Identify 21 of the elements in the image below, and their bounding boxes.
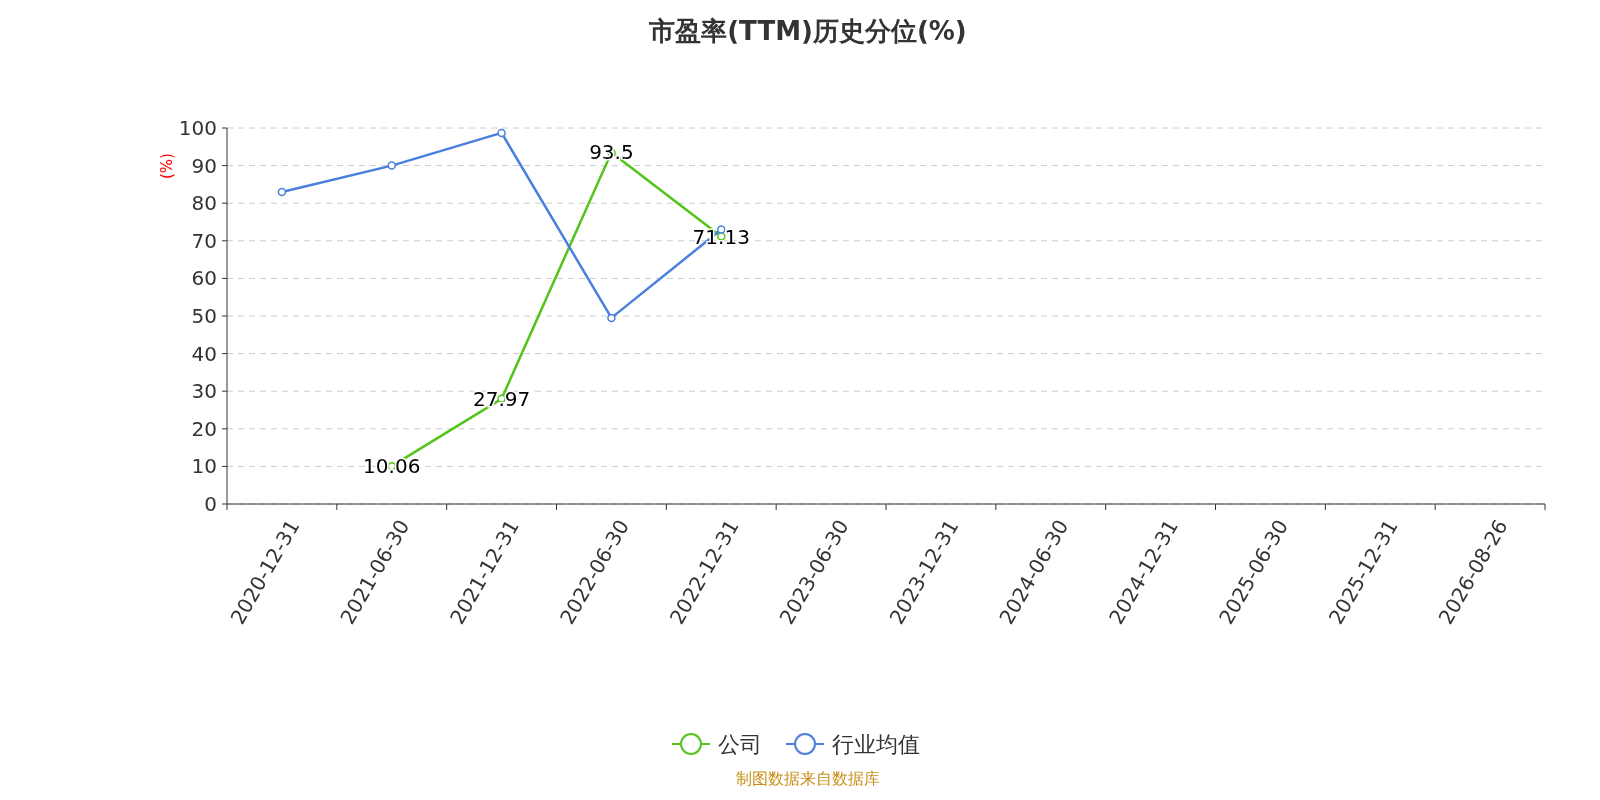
y-tick-label: 10 bbox=[191, 454, 217, 479]
point bbox=[387, 161, 396, 170]
y-tick-label: 20 bbox=[191, 416, 217, 441]
data-label: 10.06 bbox=[363, 454, 421, 479]
legend-label: 公司 bbox=[718, 731, 762, 757]
y-tick-label: 50 bbox=[191, 304, 217, 328]
y-tick-label: 40 bbox=[191, 341, 217, 366]
y-tick-label: 0 bbox=[204, 492, 217, 516]
text: 制图数据来自数据库 bbox=[736, 769, 880, 788]
y-axis-title: (%) bbox=[158, 153, 176, 179]
y-tick-label: 80 bbox=[191, 191, 217, 216]
chart-title: 市盈率(TTM)历史分位(%) bbox=[648, 16, 967, 46]
y-tick-label: 100 bbox=[178, 116, 217, 140]
y-tick-label: 90 bbox=[191, 153, 217, 178]
legend-label: 行业均值 bbox=[832, 731, 920, 757]
point bbox=[607, 313, 616, 323]
point bbox=[277, 187, 287, 197]
y-tick-label: 70 bbox=[191, 228, 217, 253]
y-tick-label: 30 bbox=[191, 379, 217, 404]
point bbox=[497, 128, 506, 138]
y-tick-label: 60 bbox=[191, 266, 217, 291]
